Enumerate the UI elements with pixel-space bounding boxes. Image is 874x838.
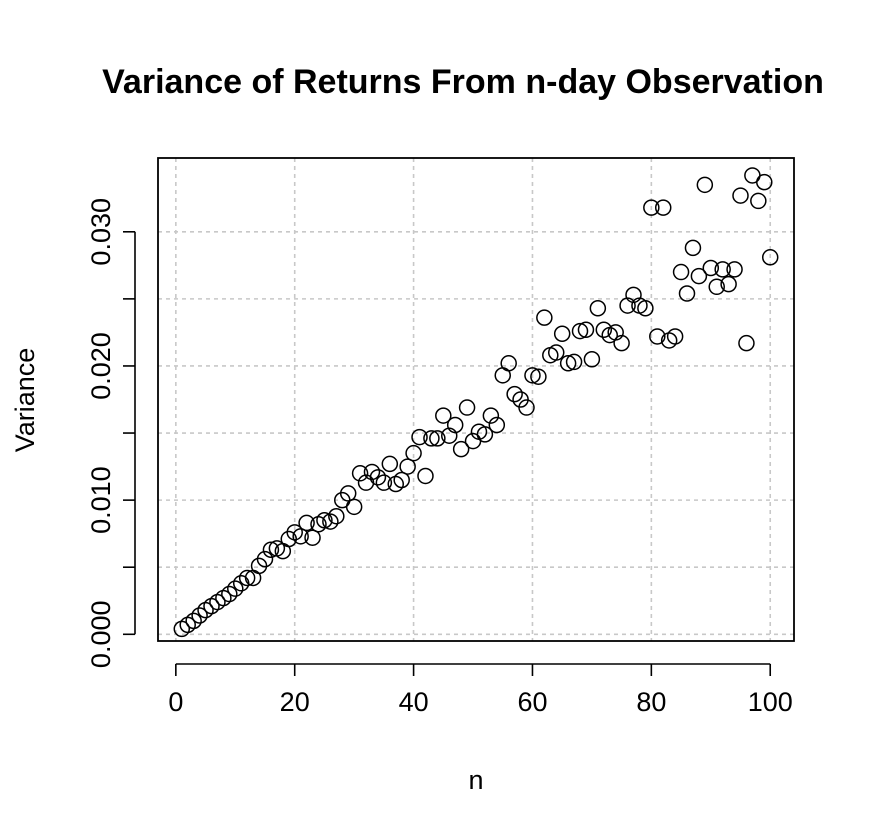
x-tick-label-3: 60 xyxy=(517,687,547,717)
data-point-98 xyxy=(750,192,767,210)
data-point-12 xyxy=(238,569,256,587)
data-point-3 xyxy=(185,612,202,630)
x-tick-label-1: 20 xyxy=(280,687,310,717)
data-point-35 xyxy=(375,474,393,491)
data-point-41 xyxy=(411,428,428,446)
data-point-84 xyxy=(666,328,684,345)
data-point-61 xyxy=(530,368,547,385)
data-point-72 xyxy=(595,321,613,338)
data-point-60 xyxy=(524,367,541,384)
data-point-10 xyxy=(227,580,244,597)
data-point-29 xyxy=(339,485,357,502)
x-tick-label-0: 0 xyxy=(168,687,183,717)
data-point-68 xyxy=(571,322,589,340)
data-point-86 xyxy=(678,285,696,302)
data-point-77 xyxy=(625,286,642,304)
y-axis: 0.000 0.010 0.020 0.030 xyxy=(86,198,136,669)
data-point-81 xyxy=(649,328,666,345)
x-axis: 0 20 40 60 80 100 xyxy=(168,663,793,717)
data-point-57 xyxy=(506,385,523,403)
data-point-93 xyxy=(720,275,737,293)
y-tick-label-2: 0.020 xyxy=(86,332,116,400)
data-point-40 xyxy=(405,444,422,462)
data-point-66 xyxy=(559,355,577,372)
data-point-45 xyxy=(435,407,452,424)
data-point-56 xyxy=(500,355,517,372)
data-point-92 xyxy=(714,261,731,278)
data-point-25 xyxy=(316,512,333,529)
data-point-65 xyxy=(553,325,571,343)
data-point-96 xyxy=(738,334,755,352)
data-point-74 xyxy=(607,324,624,341)
data-point-90 xyxy=(702,259,720,277)
data-point-34 xyxy=(369,469,387,486)
chart-title: Variance of Returns From n-day Observati… xyxy=(102,63,824,101)
data-point-38 xyxy=(393,471,410,489)
data-point-87 xyxy=(684,239,702,257)
y-tick-label-3: 0.030 xyxy=(86,198,116,266)
data-point-22 xyxy=(298,514,315,532)
data-point-42 xyxy=(417,467,434,485)
data-points xyxy=(173,167,779,638)
data-point-80 xyxy=(643,199,660,216)
data-point-85 xyxy=(672,263,690,281)
data-point-9 xyxy=(221,585,238,603)
data-point-59 xyxy=(518,399,535,416)
data-point-88 xyxy=(690,267,708,285)
x-tick-label-5: 100 xyxy=(748,687,793,717)
data-point-23 xyxy=(304,529,321,546)
data-point-91 xyxy=(708,278,725,296)
data-point-82 xyxy=(654,199,672,216)
x-tick-label-4: 80 xyxy=(636,687,666,717)
data-point-14 xyxy=(250,557,268,575)
data-point-47 xyxy=(446,416,464,434)
data-point-53 xyxy=(482,407,500,424)
data-point-31 xyxy=(351,465,369,482)
data-point-69 xyxy=(577,321,595,338)
data-point-79 xyxy=(637,300,654,317)
data-point-44 xyxy=(429,430,446,447)
data-point-49 xyxy=(458,399,476,416)
data-point-70 xyxy=(583,351,601,368)
data-point-67 xyxy=(565,353,583,371)
data-point-4 xyxy=(191,607,208,624)
data-point-62 xyxy=(536,309,553,326)
y-tick-label-1: 0.010 xyxy=(86,466,116,534)
data-point-43 xyxy=(423,430,440,447)
data-point-15 xyxy=(256,550,274,568)
plot-area-frame xyxy=(157,157,795,642)
data-point-52 xyxy=(476,426,494,443)
data-point-94 xyxy=(726,261,743,278)
data-point-39 xyxy=(399,458,416,475)
data-point-30 xyxy=(345,498,363,516)
y-axis-label: Variance xyxy=(10,348,40,453)
data-point-33 xyxy=(363,463,381,481)
data-point-99 xyxy=(756,173,773,191)
data-point-27 xyxy=(328,507,345,525)
x-tick-label-2: 40 xyxy=(399,687,429,717)
data-point-26 xyxy=(322,513,339,530)
y-tick-label-0: 0.000 xyxy=(86,601,116,669)
data-point-75 xyxy=(613,334,630,352)
data-point-48 xyxy=(452,440,470,458)
x-axis-label: n xyxy=(468,765,483,795)
data-point-21 xyxy=(292,528,309,545)
data-point-54 xyxy=(488,416,506,434)
grid-lines xyxy=(158,158,794,641)
data-point-64 xyxy=(547,344,565,361)
data-point-89 xyxy=(696,176,714,194)
data-point-100 xyxy=(761,249,779,266)
data-point-36 xyxy=(381,455,399,473)
data-point-46 xyxy=(441,427,458,444)
data-point-16 xyxy=(262,541,280,559)
data-point-71 xyxy=(589,300,607,317)
data-point-76 xyxy=(619,297,636,314)
data-point-95 xyxy=(732,187,749,204)
